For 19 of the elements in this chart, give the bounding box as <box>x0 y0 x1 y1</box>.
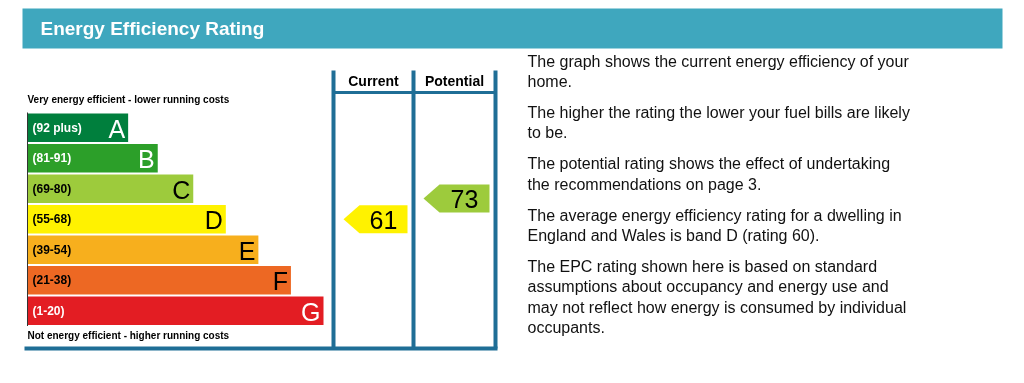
category-label: (21-38) F <box>32 267 288 296</box>
category-label: (92 plus) A <box>32 114 126 143</box>
chart-title: Energy Efficiency Rating <box>40 18 265 39</box>
category-label: (81-91) B <box>32 145 155 174</box>
text: 73 <box>450 185 479 214</box>
text: Not energy efficient - higher running costs <box>27 330 230 341</box>
text: The average energy efficiency rating for a dwelling in England and Wales is band D (rating 60). <box>527 206 902 245</box>
text: Current <box>348 72 400 89</box>
category-label: (69-80) C <box>32 175 191 204</box>
text: The graph shows the current energy efficiency of your home. <box>527 52 910 90</box>
category-label: (55-68) D <box>32 206 223 235</box>
text: The higher the rating the lower your fuel bills are likely to be. <box>527 103 910 142</box>
text: Very energy efficient - lower running costs <box>27 94 230 105</box>
text: Potential <box>424 72 485 89</box>
text: 61 <box>369 206 398 235</box>
category-label: (1-20) G <box>32 297 321 326</box>
text: The EPC rating shown here is based on standard assumptions about occupancy and energy use and may not reflect how energy is consumed by individual occupants. <box>527 258 907 337</box>
category-label: (39-54) E <box>32 236 256 265</box>
text: The potential rating shows the effect of undertaking the recommendations on page 3. <box>527 155 891 193</box>
